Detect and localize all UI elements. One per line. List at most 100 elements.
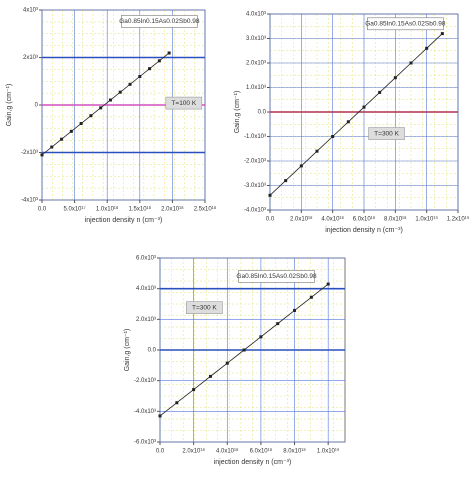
x-tick-label: 1.2x10¹⁹ [447, 216, 470, 223]
chart: -6.0x10³ -4.0x10³ -2.0x10³ 0.0 2.0x10³ 4.0x10… [124, 256, 346, 466]
chart-title: Ga0.85In0.15As0.02Sb0.98 [119, 18, 200, 25]
x-tick-label: 0.0 [38, 207, 47, 213]
y-tick-label: -1.0x10³ [244, 134, 266, 140]
x-tick-label: 0.0 [266, 217, 275, 223]
data-point [346, 120, 350, 124]
data-point [208, 374, 212, 378]
chart: -4.0x10³ -3.0x10³ -2.0x10³ -1.0x10³ 0.0 1.0x1… [234, 12, 470, 234]
y-tick-label: -2.0x10³ [134, 378, 156, 384]
data-point [138, 75, 142, 78]
data-point [50, 145, 54, 149]
y-tick-label: 4.0x10³ [136, 286, 156, 292]
y-tick-label: 1.0x10³ [246, 85, 266, 91]
y-tick-label: 3.0x10³ [246, 36, 266, 42]
data-point [167, 51, 171, 55]
data-point [331, 135, 335, 138]
y-tick-label: 0.0 [148, 348, 157, 354]
x-tick-label: 1.0x10¹⁹ [415, 216, 438, 223]
chart-title: Ga0.85In0.15As0.02Sb0.98 [236, 273, 317, 280]
data-point [299, 164, 303, 168]
annotation-box [186, 301, 223, 314]
y-tick-label: 2.0x10³ [246, 61, 266, 67]
series-line [269, 33, 443, 196]
x-tick-label: 1.0x10¹⁸ [96, 206, 119, 213]
x-tick-label: 5.0x10¹⁷ [64, 206, 86, 213]
title-box [238, 270, 315, 283]
series-line [41, 52, 170, 156]
data-point [293, 308, 297, 312]
y-tick-label: 2x10³ [23, 55, 38, 61]
y-axis-title: Gain,g (cm⁻¹) [6, 84, 13, 127]
y-tick-label: 4x10³ [23, 8, 38, 14]
data-point [284, 179, 288, 183]
x-tick-label: 1.5x10¹⁸ [129, 206, 152, 213]
x-tick-label: 2.0x10¹⁸ [182, 448, 205, 455]
chart-title: Ga0.85In0.15As0.02Sb0.98 [365, 21, 446, 28]
annotation: T=300 K [192, 304, 217, 311]
data-point [225, 361, 229, 365]
x-tick-label: 2.0x10¹⁸ [161, 206, 184, 213]
x-tick-label: 2.5x10¹⁸ [194, 206, 217, 213]
x-tick-label: 0.0 [156, 449, 165, 455]
data-point [118, 90, 122, 94]
y-tick-label: -6.0x10³ [134, 440, 156, 446]
data-point [259, 335, 263, 339]
chart: -4x10³ -2x10³ 0 2x10³ 4x10³ 0.0 5.0x10¹⁷ 1.0x10… [6, 8, 217, 224]
data-point [128, 82, 132, 86]
data-point [393, 76, 397, 80]
y-tick-label: -2.0x10³ [244, 159, 266, 165]
y-tick-label: 0 [35, 103, 39, 109]
data-point [108, 98, 112, 102]
y-tick-label: 6.0x10³ [136, 256, 156, 262]
annotation-box [368, 127, 405, 140]
data-point [425, 46, 429, 50]
data-point [326, 282, 330, 286]
data-point [378, 90, 382, 94]
y-tick-label: -4.0x10³ [134, 409, 156, 415]
data-point [69, 129, 73, 133]
annotation: T=300 K [374, 130, 399, 137]
y-tick-label: 2.0x10³ [136, 317, 156, 323]
x-tick-label: 8.0x10¹⁸ [384, 216, 407, 223]
x-tick-label: 1.0x10¹⁹ [317, 448, 340, 455]
title-box [367, 17, 444, 31]
data-point [99, 106, 103, 110]
y-tick-label: -4x10³ [21, 198, 38, 204]
data-point [440, 32, 444, 36]
annotation-box [165, 96, 203, 110]
y-tick-label: -3.0x10³ [244, 183, 266, 189]
y-tick-label: -2x10³ [21, 150, 38, 156]
y-axis-title: Gain,g (cm⁻¹) [124, 329, 131, 372]
y-tick-label: 4.0x10³ [246, 12, 266, 18]
x-axis-title: injection density n (cm⁻³) [325, 227, 403, 234]
data-point [409, 61, 413, 65]
data-point [40, 153, 44, 157]
data-point [242, 348, 246, 352]
x-tick-label: 4.0x10¹⁸ [321, 216, 344, 223]
data-point [315, 149, 319, 153]
x-tick-label: 8.0x10¹⁸ [283, 448, 306, 455]
annotation: T=100 K [171, 100, 196, 107]
x-axis-title: injection density n (cm⁻³) [214, 459, 292, 466]
data-point [89, 114, 93, 118]
data-point [148, 67, 152, 71]
data-point [158, 414, 162, 418]
y-tick-label: 0.0 [258, 110, 267, 116]
x-tick-label: 2.0x10¹⁸ [290, 216, 313, 223]
data-point [192, 388, 196, 392]
x-tick-label: 6.0x10¹⁸ [353, 216, 376, 223]
title-box [121, 15, 198, 28]
x-tick-label: 6.0x10¹⁸ [250, 448, 273, 455]
y-tick-label: -4.0x10³ [244, 208, 266, 214]
data-point [79, 122, 83, 126]
x-axis-title: injection density n (cm⁻³) [85, 217, 163, 224]
y-axis-title: Gain,g (cm⁻¹) [234, 91, 241, 134]
data-point [268, 193, 272, 197]
data-point [309, 295, 313, 299]
data-point [276, 322, 280, 326]
data-point [175, 401, 179, 405]
data-point [60, 137, 64, 141]
data-point [362, 105, 366, 109]
x-tick-label: 4.0x10¹⁸ [216, 448, 239, 455]
